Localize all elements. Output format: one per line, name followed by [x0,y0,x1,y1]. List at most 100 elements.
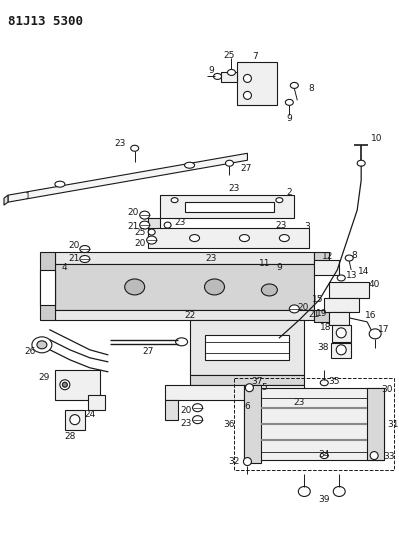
Ellipse shape [37,341,47,349]
Text: 10: 10 [371,134,383,143]
Text: 23: 23 [229,184,240,192]
Text: 20: 20 [68,240,79,249]
Text: 38: 38 [318,343,329,352]
Ellipse shape [369,329,381,339]
Ellipse shape [239,235,249,241]
Text: 28: 28 [64,432,75,441]
Ellipse shape [279,235,289,241]
Ellipse shape [225,160,233,166]
Text: 35: 35 [328,377,340,386]
Ellipse shape [337,275,345,281]
Polygon shape [324,298,359,312]
Text: 9: 9 [286,114,292,123]
Text: 22: 22 [184,311,195,320]
Text: 40: 40 [368,280,380,289]
Polygon shape [160,195,294,218]
Polygon shape [65,410,85,430]
Polygon shape [205,335,289,360]
Text: 39: 39 [318,495,330,504]
Polygon shape [185,202,275,212]
Polygon shape [245,387,384,459]
Text: 23: 23 [276,221,287,230]
Polygon shape [148,228,309,248]
Polygon shape [148,218,160,232]
Ellipse shape [193,403,203,411]
Ellipse shape [245,384,253,392]
Text: 8: 8 [308,84,314,93]
Ellipse shape [171,198,178,203]
Text: 17: 17 [378,325,390,334]
Ellipse shape [213,74,221,79]
Ellipse shape [276,198,283,203]
Polygon shape [165,385,304,400]
Polygon shape [88,395,105,410]
Polygon shape [314,310,329,322]
Text: 7: 7 [253,52,258,61]
Text: 23: 23 [180,419,191,428]
Ellipse shape [60,379,70,390]
Text: 23: 23 [114,139,125,148]
Ellipse shape [140,211,150,219]
Polygon shape [8,154,247,202]
Text: 11: 11 [259,259,270,268]
Ellipse shape [336,345,346,355]
Polygon shape [40,252,55,320]
Ellipse shape [357,160,365,166]
Polygon shape [165,400,178,419]
Polygon shape [314,260,339,275]
Ellipse shape [227,69,235,76]
Text: 23: 23 [294,398,305,407]
Polygon shape [314,252,329,264]
Text: 19: 19 [316,309,327,318]
Ellipse shape [345,255,353,261]
Polygon shape [329,312,349,325]
Polygon shape [55,370,100,400]
Text: 9: 9 [209,66,214,75]
Text: 5: 5 [261,383,267,392]
Text: 30: 30 [381,385,393,394]
Polygon shape [245,385,261,463]
Ellipse shape [205,279,225,295]
Ellipse shape [140,221,150,229]
Text: 9: 9 [277,263,282,272]
Polygon shape [55,310,314,320]
Text: 23: 23 [174,217,185,227]
Polygon shape [40,270,55,305]
Polygon shape [190,375,304,385]
Polygon shape [332,325,351,342]
Text: 37: 37 [252,377,263,386]
Ellipse shape [125,279,145,295]
Polygon shape [237,62,277,106]
Text: 4: 4 [62,263,68,272]
Text: 20: 20 [298,303,309,312]
Ellipse shape [261,284,277,296]
Ellipse shape [185,162,195,168]
Ellipse shape [147,236,157,244]
Text: 13: 13 [346,271,357,280]
Text: 27: 27 [142,348,153,356]
Polygon shape [4,195,8,205]
Text: 36: 36 [224,420,235,429]
Polygon shape [221,72,237,83]
Text: 27: 27 [241,164,252,173]
Ellipse shape [333,487,345,496]
Text: 32: 32 [229,457,240,466]
Text: 1: 1 [25,192,31,200]
Text: 21: 21 [68,254,79,263]
Text: 29: 29 [38,373,49,382]
Ellipse shape [164,222,171,228]
Ellipse shape [298,487,310,496]
Ellipse shape [32,337,52,353]
Text: 16: 16 [365,311,377,320]
Polygon shape [367,387,384,459]
Text: 24: 24 [84,410,95,419]
Text: 15: 15 [312,295,323,304]
Ellipse shape [70,415,80,425]
Text: 81J13 5300: 81J13 5300 [8,14,83,28]
Text: 2: 2 [286,188,292,197]
Polygon shape [331,343,351,358]
Text: 21: 21 [127,222,138,231]
Ellipse shape [336,328,346,338]
Text: 14: 14 [358,268,369,277]
Ellipse shape [320,453,328,458]
